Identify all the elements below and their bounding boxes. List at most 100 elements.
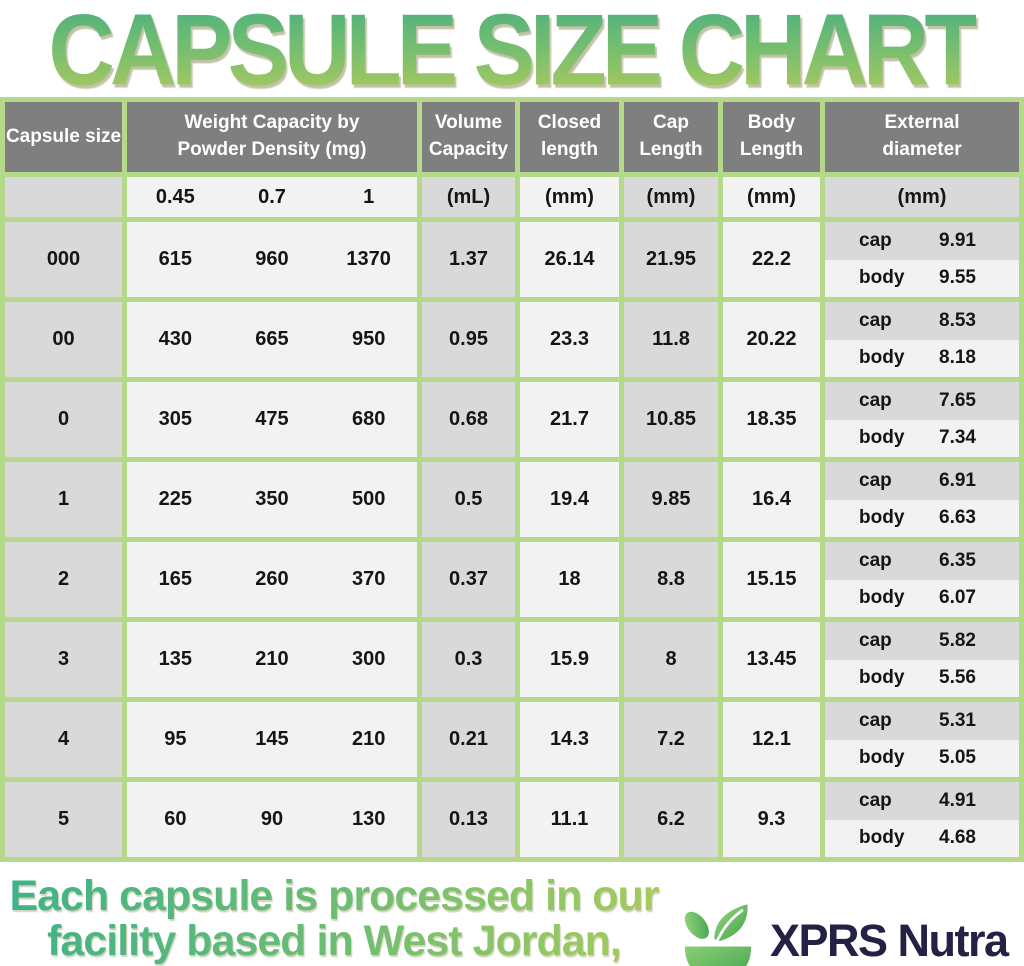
external-diameter-cap-row: cap 7.65 [825, 382, 1019, 420]
column-header-weight-capacity: Weight Capacity by Powder Density (mg) [127, 102, 417, 172]
external-diameter-body-row: body 7.34 [825, 419, 1019, 457]
units-cell-body: (mm) [723, 177, 820, 217]
footer-tagline: Each capsule is processed in our facilit… [0, 874, 668, 966]
weight-at-1: 300 [351, 648, 386, 670]
volume-capacity-value: 0.68 [422, 382, 515, 457]
body-length-value: 12.1 [723, 702, 820, 777]
body-length-value: 18.35 [723, 382, 820, 457]
capsule-size-value: 0 [5, 382, 122, 457]
weight-capacity-cell: 165 260 370 [127, 542, 417, 617]
weight-at-07: 145 [255, 728, 289, 750]
volume-capacity-value: 0.3 [422, 622, 515, 697]
ext-body-value: 9.55 [939, 267, 976, 289]
footer-tagline-line1: Each capsule is processed in our [9, 872, 659, 920]
density-value-045: 0.45 [155, 185, 195, 208]
closed-length-value: 26.14 [520, 222, 619, 297]
weight-at-045: 305 [158, 408, 193, 430]
footer: Each capsule is processed in our facilit… [0, 874, 1024, 966]
ext-cap-label: cap [859, 549, 892, 571]
column-header-capsule-size: Capsule size [5, 102, 122, 172]
ext-body-label: body [859, 427, 905, 449]
ext-body-value: 5.05 [939, 747, 976, 769]
external-diameter-cell: cap 4.91 body 4.68 [825, 782, 1019, 857]
closed-length-value: 15.9 [520, 622, 619, 697]
ext-body-label: body [859, 267, 905, 289]
page-header: CAPSULE SIZE CHART [0, 0, 1024, 101]
weight-capacity-cell: 305 475 680 [127, 382, 417, 457]
external-diameter-cap-row: cap 8.53 [825, 302, 1019, 340]
units-cell-external: (mm) [825, 177, 1019, 217]
cap-length-value: 21.95 [624, 222, 718, 297]
external-diameter-body-row: body 6.63 [825, 499, 1019, 537]
external-diameter-cell: cap 5.31 body 5.05 [825, 702, 1019, 777]
capsule-size-value: 000 [5, 222, 122, 297]
column-header-closed-length: Closed length [520, 102, 619, 172]
weight-at-07: 90 [260, 808, 284, 830]
ext-cap-value: 5.82 [939, 629, 976, 651]
weight-capacity-cell: 430 665 950 [127, 302, 417, 377]
units-cell-closed: (mm) [520, 177, 619, 217]
ext-cap-label: cap [859, 709, 892, 731]
ext-cap-label: cap [859, 309, 892, 331]
weight-at-045: 95 [164, 728, 187, 750]
external-diameter-body-row: body 9.55 [825, 259, 1019, 297]
weight-capacity-cell: 615 960 1370 [127, 222, 417, 297]
weight-at-1: 680 [351, 408, 386, 430]
closed-length-value: 21.7 [520, 382, 619, 457]
ext-body-value: 6.07 [939, 587, 976, 609]
ext-cap-label: cap [859, 469, 892, 491]
weight-at-07: 475 [255, 408, 289, 430]
capsule-size-value: 5 [5, 782, 122, 857]
ext-cap-value: 8.53 [939, 309, 976, 331]
body-length-value: 16.4 [723, 462, 820, 537]
weight-at-045: 225 [158, 488, 193, 510]
weight-at-045: 165 [158, 568, 193, 590]
weight-at-045: 615 [158, 248, 193, 270]
ext-body-value: 5.56 [939, 667, 976, 689]
units-cell-cap: (mm) [624, 177, 718, 217]
body-length-value: 13.45 [723, 622, 820, 697]
weight-at-1: 130 [351, 808, 386, 830]
weight-at-045: 135 [158, 648, 193, 670]
weight-at-1: 210 [351, 728, 386, 750]
closed-length-value: 11.1 [520, 782, 619, 857]
closed-length-value: 19.4 [520, 462, 619, 537]
ext-cap-value: 5.31 [939, 709, 976, 731]
volume-capacity-value: 1.37 [422, 222, 515, 297]
ext-body-label: body [859, 747, 905, 769]
external-diameter-cap-row: cap 5.31 [825, 702, 1019, 740]
external-diameter-cell: cap 8.53 body 8.18 [825, 302, 1019, 377]
cap-length-value: 11.8 [624, 302, 718, 377]
ext-cap-value: 6.91 [939, 469, 976, 491]
ext-cap-value: 7.65 [939, 389, 976, 411]
external-diameter-cell: cap 5.82 body 5.56 [825, 622, 1019, 697]
weight-at-1: 370 [351, 568, 386, 590]
units-cell-capsule-size [5, 177, 122, 217]
volume-capacity-value: 0.5 [422, 462, 515, 537]
body-length-value: 20.22 [723, 302, 820, 377]
density-value-07: 0.7 [258, 185, 286, 208]
weight-at-1: 1370 [346, 248, 391, 270]
column-header-body-length: Body Length [723, 102, 820, 172]
weight-at-07: 960 [255, 248, 289, 270]
footer-tagline-line2: facility based in West Jordan, Utah [47, 916, 621, 965]
ext-cap-label: cap [859, 789, 892, 811]
closed-length-value: 23.3 [520, 302, 619, 377]
cap-length-value: 7.2 [624, 702, 718, 777]
density-value-1: 1 [363, 185, 375, 208]
weight-at-1: 950 [351, 328, 386, 350]
ext-body-label: body [859, 667, 905, 689]
body-length-value: 22.2 [723, 222, 820, 297]
ext-body-label: body [859, 347, 905, 369]
ext-cap-value: 9.91 [939, 229, 976, 251]
external-diameter-cap-row: cap 6.91 [825, 462, 1019, 500]
cap-length-value: 9.85 [624, 462, 718, 537]
ext-body-value: 8.18 [939, 347, 976, 369]
closed-length-value: 14.3 [520, 702, 619, 777]
weight-at-07: 350 [255, 488, 289, 510]
ext-cap-value: 4.91 [939, 789, 976, 811]
ext-cap-label: cap [859, 389, 892, 411]
column-header-volume-capacity: Volume Capacity [422, 102, 515, 172]
weight-at-07: 260 [255, 568, 289, 590]
external-diameter-body-row: body 8.18 [825, 339, 1019, 377]
